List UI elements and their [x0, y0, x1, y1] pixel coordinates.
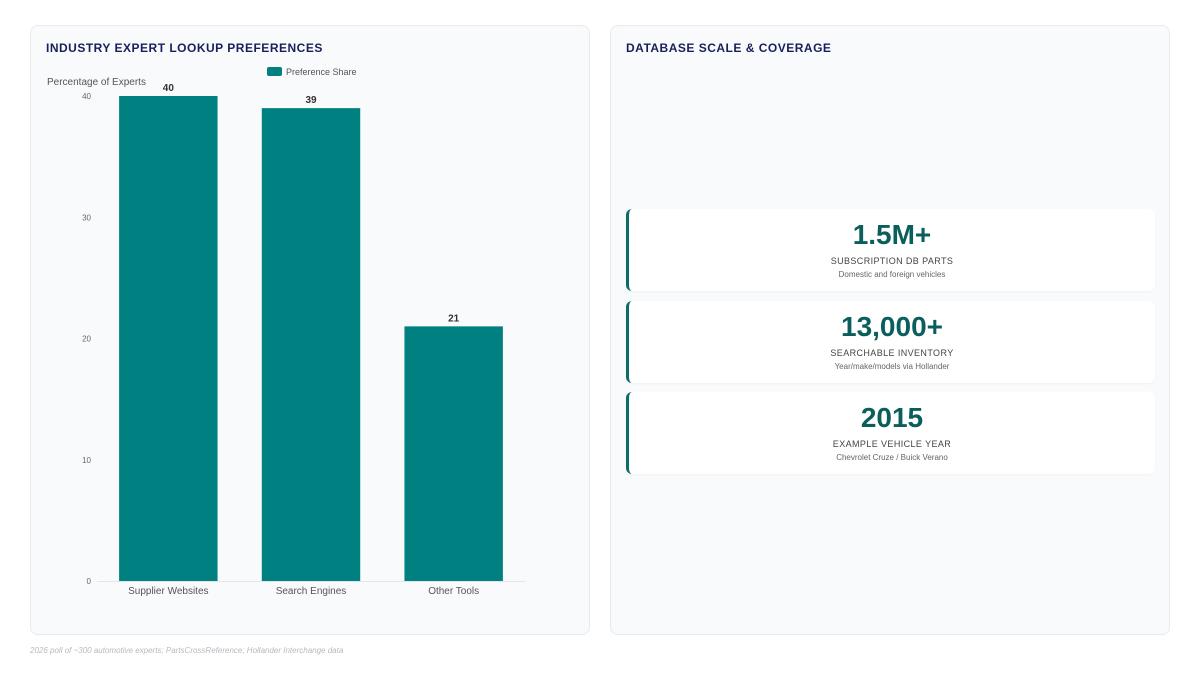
- bar: [404, 326, 503, 581]
- stat-subtext: Domestic and foreign vehicles: [838, 270, 946, 279]
- x-tick-label: Search Engines: [276, 586, 347, 597]
- stats-panel-title: DATABASE SCALE & COVERAGE: [626, 41, 832, 55]
- stat-value: 1.5M+: [852, 219, 932, 250]
- bar: [261, 108, 361, 581]
- chart-panel-title: INDUSTRY EXPERT LOOKUP PREFERENCES: [46, 41, 323, 55]
- stat-subtext: Chevrolet Cruze / Buick Verano: [836, 453, 948, 462]
- y-tick-label: 20: [82, 335, 91, 344]
- y-tick-label: 10: [82, 456, 91, 465]
- stats-panel: DATABASE SCALE & COVERAGE 1.5M+ SUBSCRIP…: [610, 25, 1170, 635]
- stat-value: 2015: [860, 402, 924, 433]
- stat-label: SUBSCRIPTION DB PARTS: [830, 256, 954, 266]
- legend-label: Preference Share: [286, 67, 357, 77]
- stat-card-inventory: 13,000+ SEARCHABLE INVENTORY Year/make/m…: [626, 301, 1155, 383]
- stat-label: SEARCHABLE INVENTORY: [830, 348, 954, 358]
- y-axis-title: Percentage of Experts: [47, 77, 146, 88]
- y-tick-label: 30: [82, 213, 91, 222]
- x-tick-label: Other Tools: [428, 586, 479, 597]
- legend-swatch: [267, 67, 282, 76]
- y-tick-label: 40: [82, 92, 91, 101]
- y-tick-label: 0: [87, 577, 92, 586]
- chart-panel: INDUSTRY EXPERT LOOKUP PREFERENCES Perce…: [30, 25, 590, 635]
- stat-label: EXAMPLE VEHICLE YEAR: [832, 439, 952, 449]
- bar: [119, 96, 218, 581]
- stat-card-vehicle-year: 2015 EXAMPLE VEHICLE YEAR Chevrolet Cruz…: [626, 392, 1155, 474]
- stat-value: 13,000+: [841, 311, 943, 342]
- bar-value-label: 39: [305, 95, 317, 106]
- bar-chart: Percentage of Experts 0 10 20 30 40 Preference…: [47, 67, 525, 597]
- x-tick-label: Supplier Websites: [128, 586, 208, 597]
- stat-card-db-parts: 1.5M+ SUBSCRIPTION DB PARTS Domestic and…: [626, 209, 1155, 291]
- bar-value-label: 40: [163, 83, 175, 94]
- stat-subtext: Year/make/models via Hollander: [834, 362, 950, 371]
- bar-value-label: 21: [448, 313, 460, 324]
- source-footnote: 2026 poll of ~300 automotive experts; Pa…: [30, 646, 344, 655]
